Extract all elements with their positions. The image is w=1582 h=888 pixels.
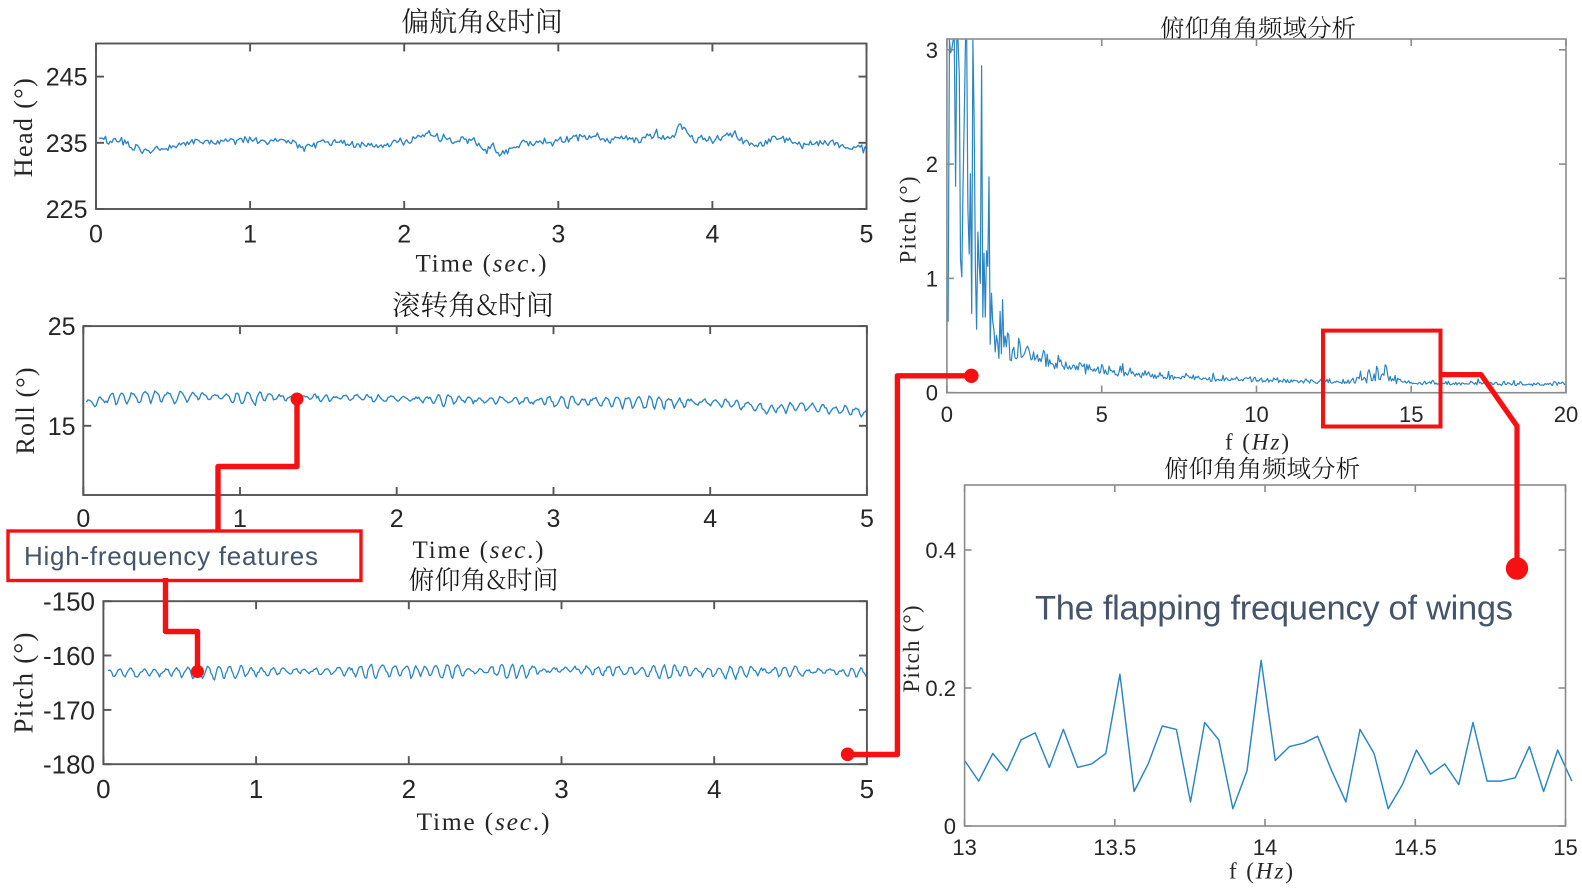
svg-text:Pitch (°): Pitch (°) bbox=[899, 606, 924, 693]
svg-text:4: 4 bbox=[703, 505, 717, 533]
svg-text:Head (°): Head (°) bbox=[9, 78, 38, 177]
svg-text:Pitch (°): Pitch (°) bbox=[9, 633, 39, 734]
svg-text:3: 3 bbox=[547, 505, 561, 533]
svg-text:The flapping frequency of wing: The flapping frequency of wings bbox=[1035, 590, 1513, 628]
svg-text:High-frequency features: High-frequency features bbox=[24, 541, 318, 571]
svg-text:-160: -160 bbox=[43, 641, 95, 671]
svg-text:0: 0 bbox=[941, 402, 953, 427]
svg-text:15: 15 bbox=[1399, 402, 1423, 427]
svg-text:-170: -170 bbox=[43, 695, 95, 725]
svg-text:13: 13 bbox=[952, 835, 976, 860]
svg-text:5: 5 bbox=[860, 221, 874, 249]
svg-text:0.2: 0.2 bbox=[925, 676, 956, 701]
svg-text:5: 5 bbox=[1096, 402, 1108, 427]
svg-text:235: 235 bbox=[46, 130, 88, 158]
svg-text:3: 3 bbox=[554, 774, 568, 804]
svg-text:0.4: 0.4 bbox=[925, 538, 956, 563]
svg-text:Roll (°): Roll (°) bbox=[11, 368, 40, 455]
svg-text:10: 10 bbox=[1244, 402, 1268, 427]
svg-text:0: 0 bbox=[926, 381, 938, 406]
svg-text:14: 14 bbox=[1253, 835, 1277, 860]
svg-text:2: 2 bbox=[390, 505, 404, 533]
svg-text:-180: -180 bbox=[43, 750, 95, 780]
svg-text:25: 25 bbox=[48, 313, 76, 341]
svg-text:4: 4 bbox=[705, 221, 719, 249]
svg-text:0: 0 bbox=[89, 221, 103, 249]
svg-text:2: 2 bbox=[926, 152, 938, 177]
svg-text:4: 4 bbox=[707, 774, 721, 804]
svg-text:14.5: 14.5 bbox=[1394, 835, 1437, 860]
svg-text:3: 3 bbox=[926, 38, 938, 63]
svg-text:5: 5 bbox=[860, 505, 874, 533]
svg-text:0: 0 bbox=[944, 814, 956, 839]
svg-text:3: 3 bbox=[551, 221, 565, 249]
svg-text:-150: -150 bbox=[43, 587, 95, 617]
svg-text:1: 1 bbox=[926, 266, 938, 291]
svg-text:225: 225 bbox=[46, 196, 88, 224]
svg-text:1: 1 bbox=[233, 505, 247, 533]
svg-text:1: 1 bbox=[249, 774, 263, 804]
svg-text:2: 2 bbox=[397, 221, 411, 249]
svg-text:0: 0 bbox=[96, 774, 110, 804]
svg-text:f (Hz): f (Hz) bbox=[1225, 429, 1289, 454]
svg-text:20: 20 bbox=[1554, 402, 1578, 427]
svg-text:15: 15 bbox=[48, 413, 76, 441]
svg-text:0: 0 bbox=[76, 505, 90, 533]
svg-text:f (Hz): f (Hz) bbox=[1229, 859, 1293, 884]
svg-text:Pitch (°): Pitch (°) bbox=[896, 177, 921, 264]
svg-text:2: 2 bbox=[402, 774, 416, 804]
svg-text:13.5: 13.5 bbox=[1093, 835, 1136, 860]
svg-text:1: 1 bbox=[243, 221, 257, 249]
svg-text:245: 245 bbox=[46, 64, 88, 92]
svg-text:15: 15 bbox=[1553, 835, 1577, 860]
svg-text:5: 5 bbox=[860, 774, 874, 804]
